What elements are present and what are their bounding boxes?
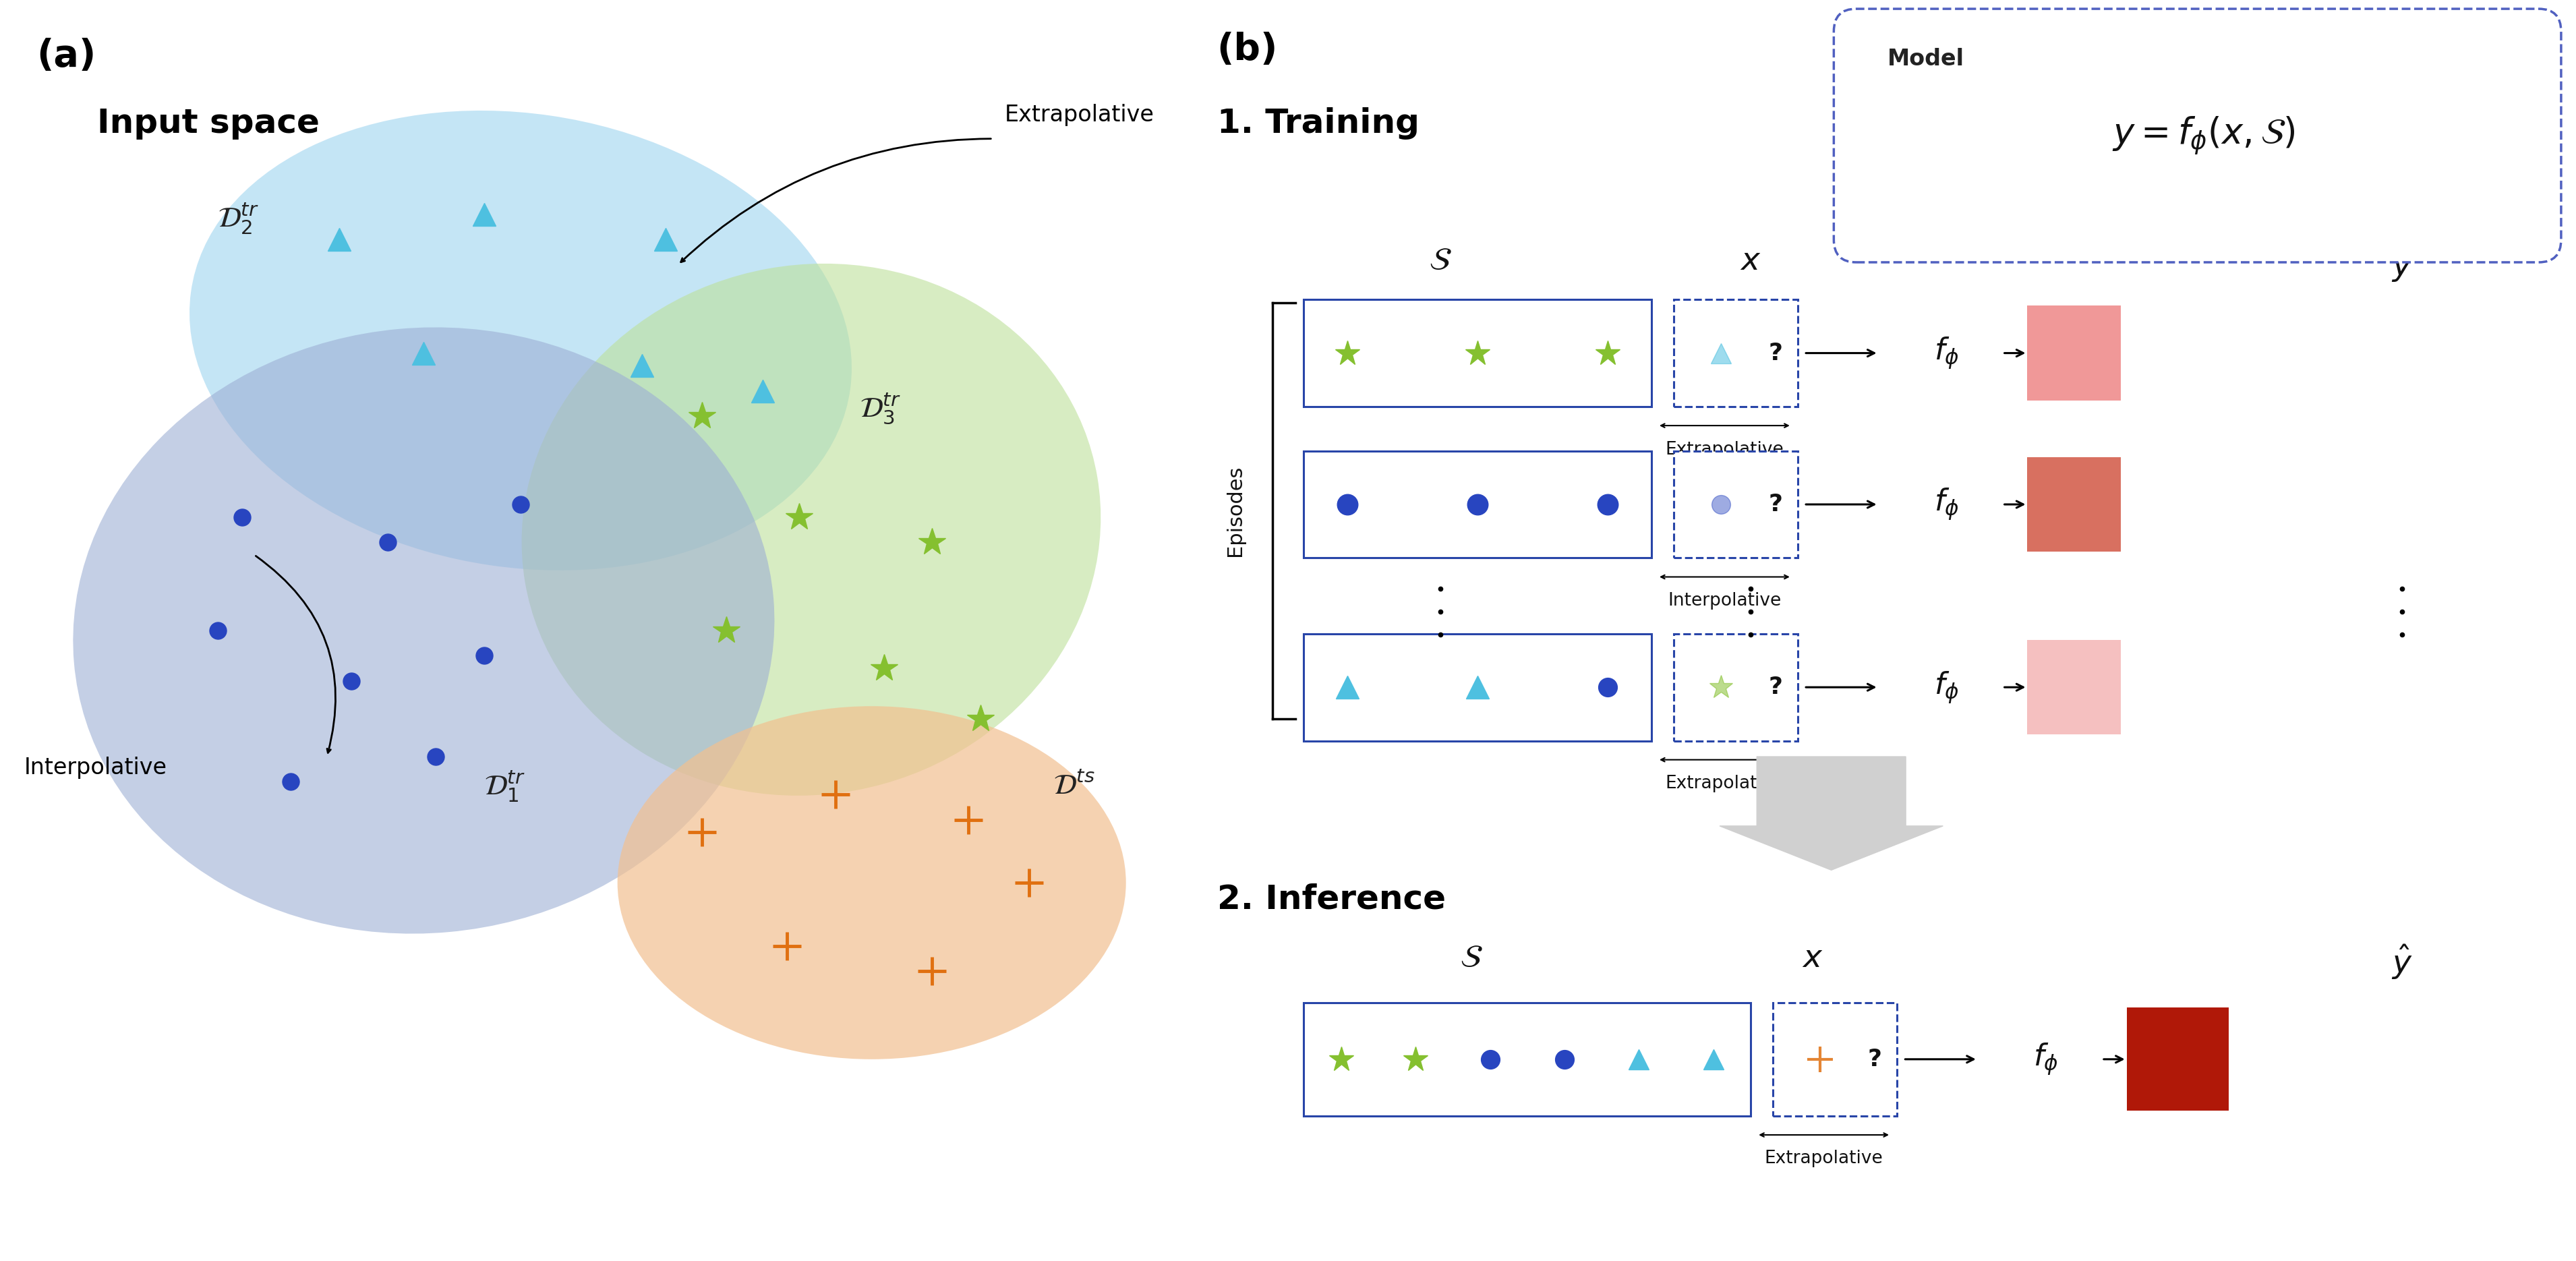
Text: $\mathcal{S}$: $\mathcal{S}$: [1461, 943, 1484, 973]
Bar: [2027, 639, 2120, 734]
Bar: [1303, 299, 1651, 406]
Text: (b): (b): [1216, 32, 1278, 68]
Text: $x$: $x$: [1739, 246, 1762, 276]
Text: $f_{\phi}$: $f_{\phi}$: [1935, 335, 1960, 371]
Text: ?: ?: [1767, 342, 1783, 364]
Text: (a): (a): [36, 38, 95, 74]
Ellipse shape: [72, 328, 775, 933]
FancyArrow shape: [1721, 757, 1942, 870]
Text: $x$: $x$: [1803, 943, 1824, 973]
Text: 1. Training: 1. Training: [1216, 107, 1419, 140]
Text: $\mathcal{D}_3^{tr}$: $\mathcal{D}_3^{tr}$: [860, 390, 902, 425]
Bar: [2027, 305, 2120, 400]
Text: $f_{\phi}$: $f_{\phi}$: [1935, 670, 1960, 705]
Text: $\mathcal{D}_2^{tr}$: $\mathcal{D}_2^{tr}$: [219, 200, 258, 236]
Text: Episodes: Episodes: [1226, 465, 1244, 556]
Text: $\mathcal{D}^{ts}$: $\mathcal{D}^{ts}$: [1054, 772, 1095, 801]
Text: $f_{\phi}$: $f_{\phi}$: [1935, 487, 1960, 522]
Bar: [2027, 456, 2120, 552]
Bar: [1674, 633, 1798, 740]
Text: $f_{\phi}$: $f_{\phi}$: [2032, 1042, 2058, 1077]
Bar: [1303, 633, 1651, 740]
Text: Extrapolative: Extrapolative: [1765, 1150, 1883, 1168]
Text: $y = f_{\phi}(x,\mathcal{S})$: $y = f_{\phi}(x,\mathcal{S})$: [2112, 115, 2295, 158]
Bar: [1674, 299, 1798, 406]
Bar: [2128, 1008, 2228, 1111]
Text: Extrapolative: Extrapolative: [1005, 103, 1154, 126]
Text: Extrapolative: Extrapolative: [1664, 774, 1783, 792]
Bar: [1303, 451, 1651, 557]
Text: Interpolative: Interpolative: [23, 757, 167, 779]
Text: $\mathcal{S}$: $\mathcal{S}$: [1430, 246, 1453, 276]
Ellipse shape: [520, 264, 1100, 796]
Text: Interpolative: Interpolative: [1667, 593, 1780, 609]
Text: Input space: Input space: [98, 107, 319, 140]
Text: ?: ?: [1767, 493, 1783, 516]
Bar: [1772, 1002, 1896, 1116]
Text: $\hat{y}$: $\hat{y}$: [2391, 246, 2414, 284]
Text: ?: ?: [1767, 676, 1783, 699]
Ellipse shape: [618, 706, 1126, 1059]
Ellipse shape: [191, 111, 853, 570]
Text: Model: Model: [1888, 48, 1963, 71]
Bar: [1303, 1002, 1752, 1116]
FancyBboxPatch shape: [1834, 9, 2561, 262]
Text: ?: ?: [1868, 1048, 1883, 1071]
Text: Extrapolative: Extrapolative: [1664, 441, 1783, 458]
Text: $\mathcal{D}_1^{tr}$: $\mathcal{D}_1^{tr}$: [484, 768, 526, 803]
Text: 2. Inference: 2. Inference: [1216, 883, 1445, 915]
Bar: [1674, 451, 1798, 557]
Text: $\hat{y}$: $\hat{y}$: [2391, 943, 2414, 981]
